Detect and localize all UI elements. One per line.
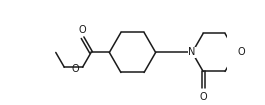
- Text: O: O: [78, 25, 86, 35]
- Text: O: O: [199, 92, 207, 102]
- Text: N: N: [188, 47, 196, 57]
- Text: O: O: [72, 64, 80, 74]
- Text: O: O: [237, 47, 245, 57]
